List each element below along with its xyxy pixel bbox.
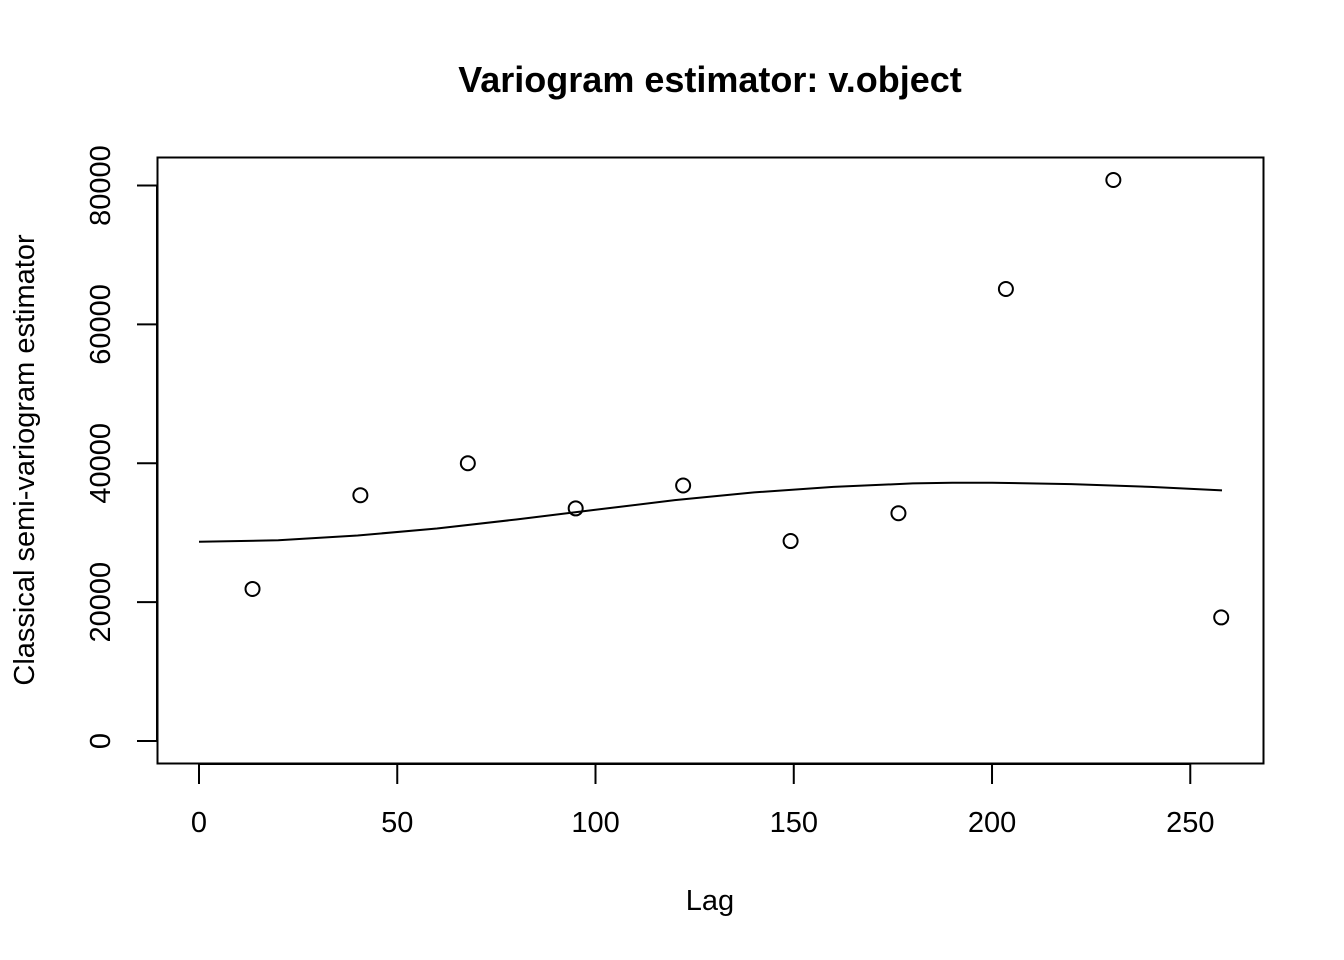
y-tick-label: 60000 [85, 284, 117, 365]
data-point [459, 455, 476, 472]
x-axis-label: Lag [686, 885, 734, 917]
data-point [567, 500, 584, 517]
plot-series [198, 172, 1230, 626]
x-tick-label: 50 [381, 807, 413, 839]
data-point [1105, 172, 1122, 188]
y-tick-label: 0 [85, 733, 117, 749]
x-tick-label: 200 [968, 807, 1016, 839]
y-tick-label: 20000 [85, 562, 117, 643]
data-point [675, 477, 692, 494]
y-tick-label: 40000 [85, 423, 117, 504]
y-axis-label: Classical semi-variogram estimator [9, 234, 41, 686]
x-tick-label: 0 [191, 807, 207, 839]
data-point [997, 281, 1014, 298]
chart-title: Variogram estimator: v.object [458, 59, 962, 100]
data-point [244, 580, 261, 597]
x-tick-label: 150 [770, 807, 818, 839]
x-tick-label: 100 [571, 807, 619, 839]
plot-frame [156, 156, 1265, 765]
data-point [352, 487, 369, 504]
y-axis: 0 20000 40000 60000 80000 [85, 145, 158, 749]
fitted-variogram-line [198, 481, 1223, 543]
y-tick-label: 80000 [85, 145, 117, 226]
x-axis: 0 50 100 150 200 250 [191, 763, 1214, 839]
data-point [782, 533, 799, 550]
data-point [890, 505, 907, 522]
data-point [1213, 609, 1230, 626]
x-tick-label: 250 [1166, 807, 1214, 839]
